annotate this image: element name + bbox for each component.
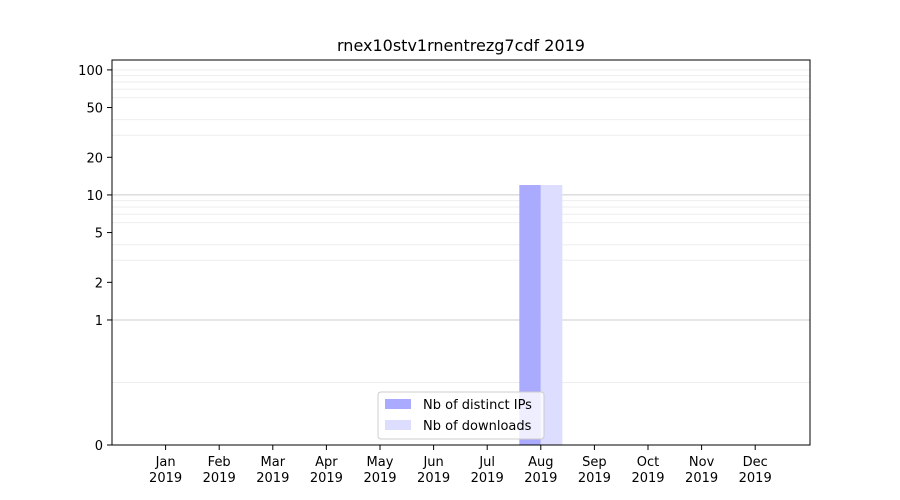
y-tick-label: 5 (95, 227, 103, 242)
x-tick-label-year: 2019 (631, 471, 664, 486)
x-tick-label-month: Mar (261, 455, 286, 470)
x-tick-label-month: May (367, 455, 394, 470)
x-tick-label-year: 2019 (363, 471, 396, 486)
x-tick-label-month: Jun (422, 455, 443, 470)
y-tick-label: 50 (86, 102, 103, 117)
x-tick-label-year: 2019 (310, 471, 343, 486)
grid-layer (112, 69, 810, 383)
x-tick-label-year: 2019 (739, 471, 772, 486)
x-tick-label-month: Dec (743, 455, 768, 470)
x-tick-label-year: 2019 (524, 471, 557, 486)
y-tick-label: 100 (78, 64, 103, 79)
x-tick-label-month: Sep (582, 455, 607, 470)
x-tick-label-year: 2019 (149, 471, 182, 486)
bar-distinct-ips (519, 185, 541, 445)
plot-frame (111, 59, 811, 446)
legend-label-distinct-ips: Nb of distinct IPs (423, 398, 532, 413)
x-tick-label-year: 2019 (471, 471, 504, 486)
x-tick-label-year: 2019 (203, 471, 236, 486)
x-tick-label-month: Nov (689, 455, 715, 470)
y-tick-label: 20 (86, 151, 103, 166)
legend-label-downloads: Nb of downloads (423, 419, 532, 434)
x-tick-label-month: Jul (478, 455, 495, 470)
legend-swatch-distinct-ips (385, 399, 411, 409)
y-tick-label: 1 (95, 314, 103, 329)
x-tick-label-month: Feb (208, 455, 231, 470)
chart-title: rnex10stv1rnentrezg7cdf 2019 (337, 36, 585, 55)
x-tick-label-month: Aug (528, 455, 553, 470)
legend: Nb of distinct IPs Nb of downloads (377, 391, 545, 440)
legend-box (377, 391, 545, 440)
x-tick-label-year: 2019 (578, 471, 611, 486)
x-tick-label-year: 2019 (685, 471, 718, 486)
x-tick-label-year: 2019 (256, 471, 289, 486)
y-tick-label: 0 (95, 439, 103, 454)
y-tick-label: 2 (95, 276, 103, 291)
x-tick-label-year: 2019 (417, 471, 450, 486)
legend-swatch-downloads (385, 420, 411, 430)
x-tick-label-month: Apr (315, 455, 338, 470)
y-tick-label: 10 (86, 189, 103, 204)
x-tick-label-month: Jan (155, 455, 176, 470)
y-axis: 0 1 2 5 10 20 50 100 (78, 64, 112, 454)
x-tick-label-month: Oct (637, 455, 659, 470)
bars-layer (519, 185, 563, 445)
bar-downloads (540, 185, 563, 445)
x-axis: Jan2019Feb2019Mar2019Apr2019May2019Jun20… (149, 445, 772, 486)
